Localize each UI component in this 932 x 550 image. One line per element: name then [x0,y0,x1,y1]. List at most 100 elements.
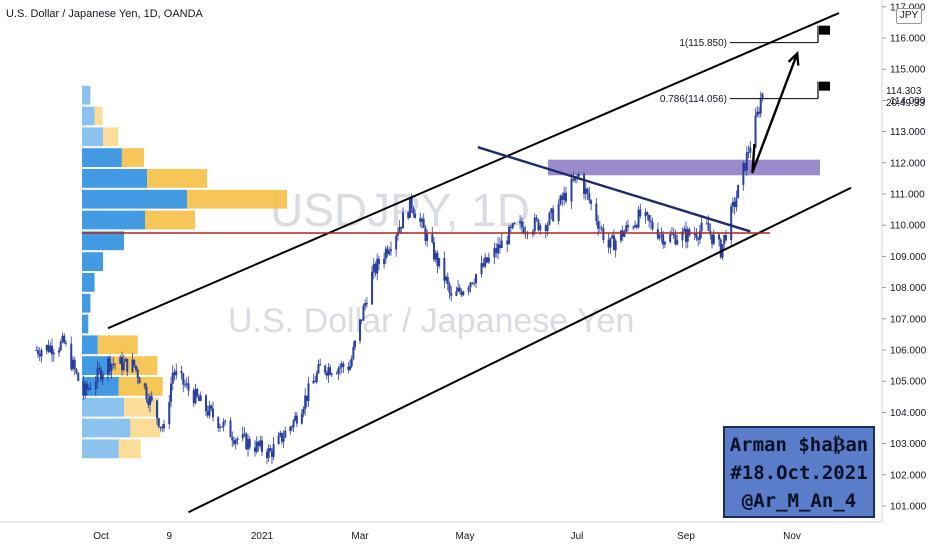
candle-body [180,370,183,374]
candle-body [337,368,340,374]
candle-body [484,257,487,267]
volume-profile-bar-yellow [94,106,103,126]
candle-body [234,440,237,444]
candle-body [475,274,478,284]
candle-body [277,435,280,445]
candle-body [513,223,516,224]
candle-body [255,441,258,452]
candle-body [561,195,564,200]
candle-body [360,319,363,321]
candle-body [498,244,501,249]
volume-profile-bar-blue [82,314,89,334]
price-tick-label: 108.000 [890,283,927,294]
candle-body [185,383,188,385]
candle-body [410,197,413,209]
candle-body [94,382,97,390]
candle-body [194,389,197,404]
candle-body [487,257,490,263]
time-axis[interactable]: Oct 9 2021 Mar May Jul Sep Nov [0,521,882,542]
candle-body [448,284,451,293]
candle-body [607,240,610,248]
candle-body [37,350,39,355]
candle-body [342,363,345,367]
candle-body [522,227,525,234]
time-tick-label: Nov [783,531,801,542]
time-tick-label: May [456,531,475,542]
candle-body [35,350,38,351]
price-tick-label: 111.000 [890,190,925,201]
candle-body [270,451,273,457]
candle-body [757,111,760,114]
candle-body [294,415,297,421]
candle-body [412,208,415,214]
candle-body [184,384,186,386]
candle-body [595,203,598,222]
candle-body [693,233,696,236]
candle-body [187,383,190,391]
candle-body [723,234,726,245]
candle-body [438,258,441,267]
candle-body [705,222,708,224]
fib-level-label: 1(115.850) [679,38,727,49]
candle-body [761,93,764,99]
resistance-zone[interactable] [548,159,820,176]
candle-body [537,219,540,231]
volume-profile-bar-blue [82,169,148,188]
projection-arrow-head [787,51,800,66]
candle-body [422,219,425,228]
candle-body [533,217,536,232]
candle-body [196,389,199,397]
candle-body [396,232,399,236]
candle-body [506,240,509,245]
candle-body [473,283,476,284]
candle-body [231,437,234,441]
fib-levels[interactable]: 1(115.850) 0.786(114.056) [660,25,830,105]
candle-body [572,178,575,181]
candle-body [433,242,436,260]
candle-body [362,306,365,321]
candle-body [685,228,687,242]
candle-body [662,234,665,245]
candle-body [614,240,617,251]
candle-body [340,363,343,368]
candle-body [744,162,747,171]
price-tick-label: 105.000 [890,377,927,388]
candle-body [602,228,605,241]
candle-body [295,415,298,424]
candle-body [688,229,691,236]
candle-body [241,433,244,439]
flag-icon [819,25,830,35]
candle-body [745,152,748,171]
drawings[interactable] [82,12,852,514]
currency-badge[interactable]: JPY [896,8,922,24]
candle-body [350,358,353,367]
volume-profile-bar-yellow [124,397,159,417]
candle-body [395,235,398,250]
candle-body [73,359,76,370]
candle-body [70,343,73,370]
candle-body [304,395,307,409]
candle-body [58,350,60,353]
candle-body [730,206,733,241]
candle-body [559,195,562,205]
candle-body [254,447,256,452]
candle-body [426,234,429,241]
candle-body [171,372,174,384]
candle-body [374,264,377,274]
candle-body [347,366,350,370]
candle-body [38,354,41,357]
candle-body [45,344,48,351]
price-axis[interactable]: 117.000 116.000 115.000 114.000 113.000 112.0… [881,0,927,522]
candle-body [138,377,141,384]
price-tick-label: 110.000 [890,221,926,232]
candle-body [133,359,136,366]
candle-body [609,237,612,248]
volume-profile-bar-blue [82,273,95,292]
candle-body [312,380,315,384]
candle-body [208,405,211,416]
candle-body [457,287,460,292]
candle-body [248,438,251,448]
candle-body [482,263,485,267]
candle-body [420,219,423,222]
